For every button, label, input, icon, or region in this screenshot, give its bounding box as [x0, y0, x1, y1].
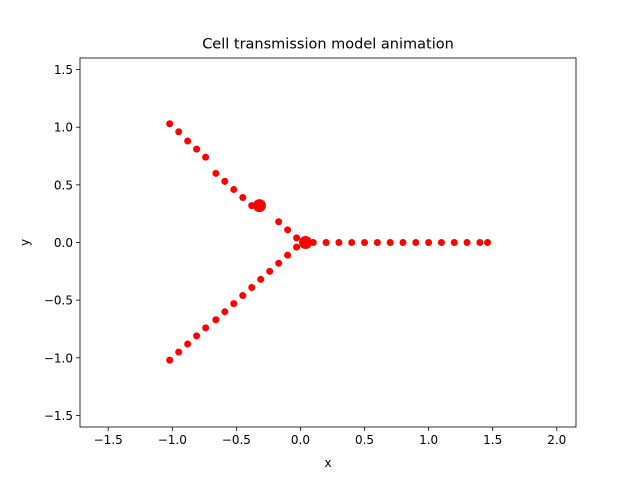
- data-point: [257, 275, 265, 283]
- data-point: [450, 239, 458, 246]
- data-point: [322, 239, 330, 246]
- data-point: [184, 137, 192, 145]
- data-point: [166, 120, 174, 128]
- y-tick-label: 0.0: [54, 236, 73, 250]
- data-point: [284, 251, 292, 259]
- data-points: [166, 120, 492, 364]
- data-point: [386, 239, 394, 246]
- data-point: [193, 145, 201, 153]
- data-point: [212, 316, 220, 324]
- large-data-point: [299, 236, 313, 249]
- y-tick-label: −0.5: [44, 294, 73, 308]
- x-axis: −1.5 −1.0 −0.5 0.0 0.5 1.0 1.5 2.0: [94, 427, 566, 447]
- large-data-point: [252, 199, 266, 213]
- chart-title: Cell transmission model animation: [202, 37, 454, 53]
- y-axis: −1.5 −1.0 −0.5 0.0 0.5 1.0 1.5: [44, 63, 80, 423]
- data-point: [412, 239, 420, 246]
- x-tick-label: −0.5: [222, 433, 251, 447]
- data-point: [248, 283, 256, 291]
- data-point: [476, 239, 484, 246]
- data-point: [193, 332, 201, 340]
- x-tick-label: −1.5: [94, 433, 123, 447]
- data-point: [166, 356, 174, 364]
- data-point: [266, 267, 274, 275]
- data-point: [184, 340, 192, 348]
- data-point: [275, 218, 283, 226]
- data-point: [463, 239, 471, 246]
- data-point: [175, 348, 183, 356]
- x-tick-label: 0.5: [355, 433, 374, 447]
- data-point: [202, 153, 210, 161]
- data-point: [348, 239, 356, 246]
- data-point: [221, 308, 229, 316]
- data-point: [361, 239, 369, 246]
- y-tick-label: 1.5: [54, 63, 73, 77]
- x-tick-label: −1.0: [158, 433, 187, 447]
- data-point: [373, 239, 381, 246]
- data-point: [399, 239, 407, 246]
- data-point: [239, 194, 247, 202]
- x-tick-label: 1.5: [483, 433, 502, 447]
- y-tick-label: 1.0: [54, 121, 73, 135]
- data-point: [335, 239, 343, 246]
- data-point: [230, 300, 238, 308]
- data-point: [293, 234, 301, 242]
- data-point: [275, 259, 283, 267]
- y-axis-label: y: [18, 239, 32, 246]
- data-point: [175, 128, 183, 136]
- data-point: [425, 239, 433, 246]
- data-point: [202, 324, 210, 332]
- data-point: [230, 185, 238, 193]
- data-point: [484, 239, 492, 246]
- data-point: [239, 292, 247, 300]
- data-point: [437, 239, 445, 246]
- data-point: [212, 169, 220, 177]
- x-tick-label: 1.0: [419, 433, 438, 447]
- y-tick-label: −1.5: [44, 409, 73, 423]
- data-point: [221, 177, 229, 185]
- data-point: [293, 243, 301, 251]
- data-point: [284, 226, 292, 234]
- y-tick-label: 0.5: [54, 178, 73, 192]
- x-tick-label: 0.0: [291, 433, 310, 447]
- x-tick-label: 2.0: [547, 433, 566, 447]
- x-axis-label: x: [324, 456, 331, 470]
- y-tick-label: −1.0: [44, 351, 73, 365]
